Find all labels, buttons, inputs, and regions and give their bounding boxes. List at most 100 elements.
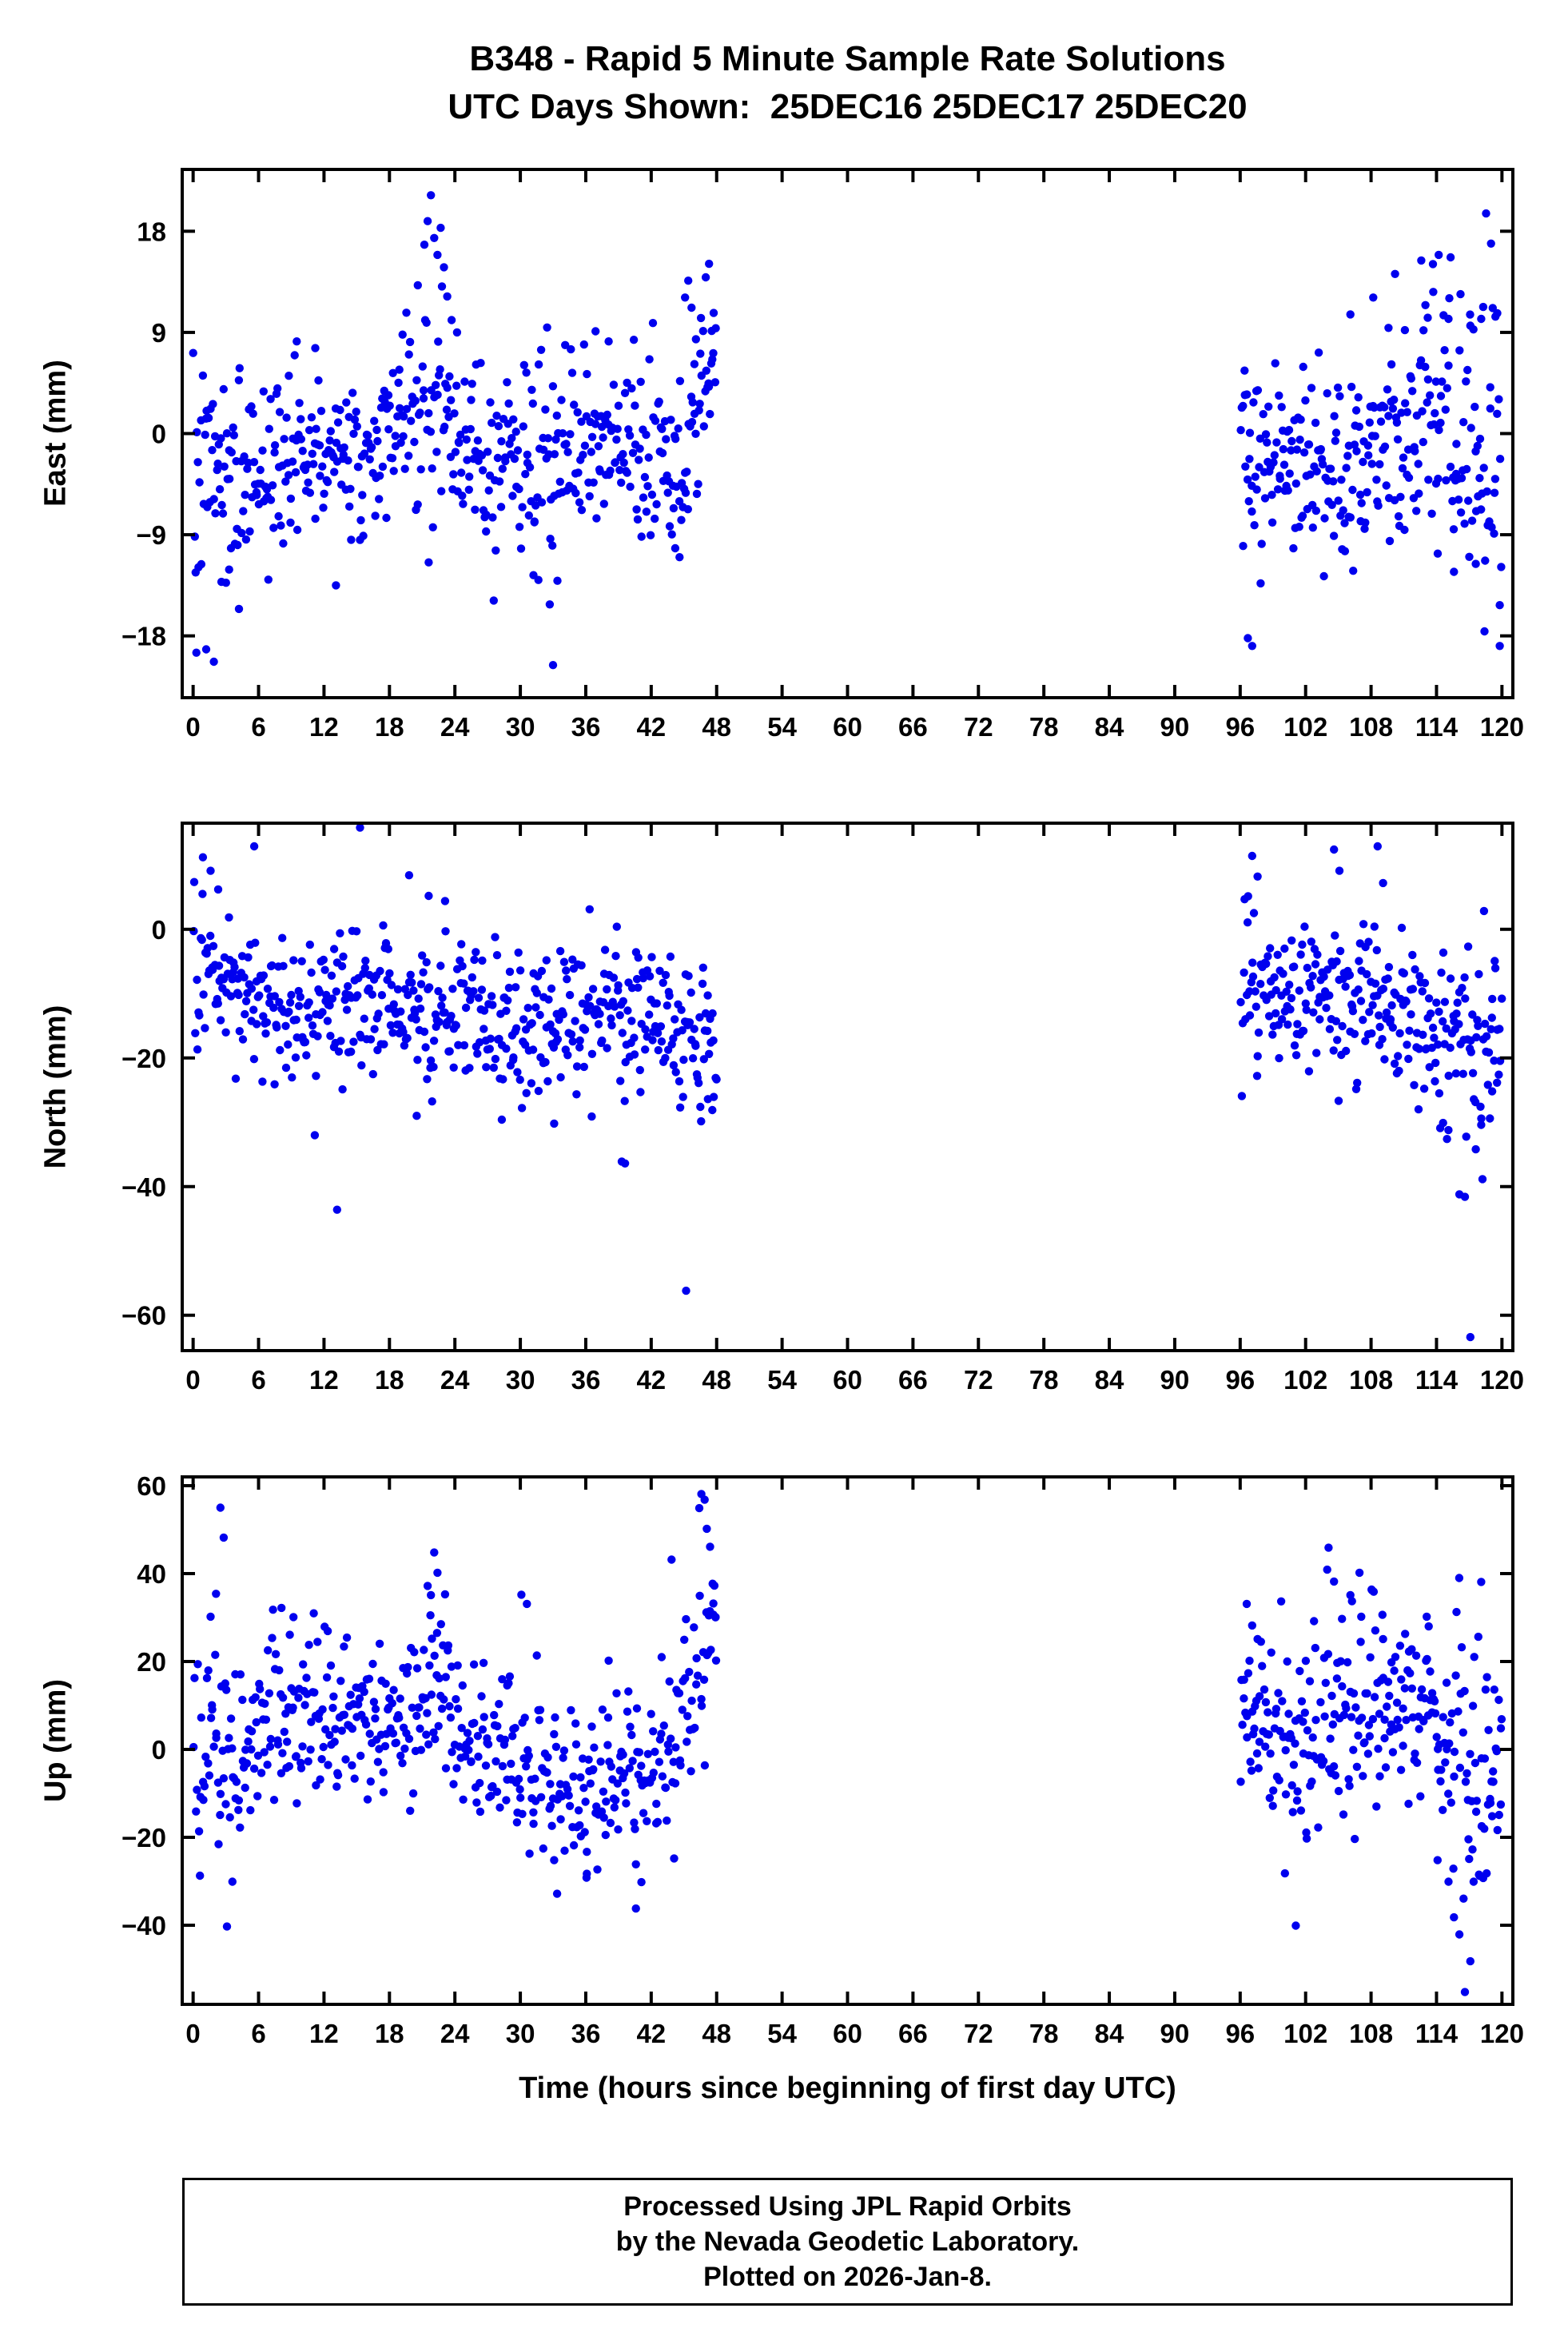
data-point: [504, 1679, 513, 1688]
data-point: [1468, 1069, 1478, 1077]
data-point: [1464, 1835, 1473, 1844]
data-point: [1378, 1035, 1387, 1044]
data-point: [1369, 293, 1378, 302]
data-point: [289, 1703, 297, 1712]
data-point: [229, 423, 237, 432]
data-point: [653, 1817, 663, 1826]
data-point: [1243, 1733, 1252, 1742]
svg-text:60: 60: [833, 1365, 862, 1395]
data-point: [347, 1047, 356, 1057]
up-tick-labels: 0 6 12 18 24 30 36 42 48 54 60 66 72 78 84 90 96 102 108 11…: [121, 1471, 1524, 2048]
data-point: [458, 1681, 467, 1690]
svg-text:84: 84: [1095, 712, 1124, 742]
data-point: [384, 425, 393, 434]
data-point: [647, 953, 656, 961]
data-point: [1257, 539, 1266, 548]
data-point: [235, 1027, 244, 1036]
data-point: [1482, 1868, 1491, 1878]
data-point: [476, 1778, 484, 1788]
data-point: [625, 1764, 634, 1773]
data-point: [1256, 579, 1265, 588]
data-point: [472, 1798, 481, 1807]
data-point: [1475, 474, 1484, 483]
data-point: [1346, 1590, 1355, 1600]
data-point: [236, 1823, 245, 1832]
data-point: [1442, 476, 1451, 485]
data-point: [473, 436, 483, 445]
data-point: [643, 1817, 651, 1825]
data-point: [226, 1714, 236, 1723]
data-point: [310, 1131, 320, 1140]
data-point: [1311, 1716, 1320, 1725]
svg-text:120: 120: [1480, 712, 1524, 742]
data-point: [400, 412, 408, 421]
data-point: [432, 380, 440, 389]
data-point: [1304, 1067, 1314, 1076]
data-point: [523, 1004, 532, 1013]
data-point: [613, 1779, 622, 1788]
data-point: [1280, 944, 1289, 953]
data-point: [292, 1752, 300, 1761]
data-point: [544, 995, 553, 1004]
data-point: [189, 348, 197, 357]
data-point: [611, 952, 620, 961]
data-point: [274, 511, 283, 521]
data-point: [1338, 1021, 1347, 1031]
data-point: [199, 1796, 208, 1805]
data-point: [575, 1043, 584, 1052]
svg-text:42: 42: [636, 2019, 666, 2048]
data-point: [360, 1687, 368, 1697]
title-line-2: UTC Days Shown: 25DEC16 25DEC17 25DEC20: [448, 87, 1248, 126]
data-point: [678, 1705, 686, 1714]
data-point: [416, 980, 426, 989]
data-point: [333, 1771, 343, 1780]
data-point: [1402, 1716, 1411, 1725]
data-point: [587, 432, 597, 441]
data-point: [464, 485, 473, 494]
data-point: [408, 1703, 416, 1712]
footer-line-3: Plotted on 2026-Jan-8.: [703, 2262, 992, 2292]
data-point: [412, 376, 421, 384]
data-point: [1316, 1697, 1325, 1707]
data-point: [196, 1871, 205, 1880]
data-point: [221, 1028, 230, 1037]
data-point: [1487, 1013, 1497, 1022]
data-point: [285, 1630, 294, 1639]
data-point: [410, 1648, 419, 1657]
data-point: [522, 1762, 531, 1771]
data-point: [583, 1848, 591, 1857]
data-point: [543, 1076, 552, 1086]
data-point: [1314, 348, 1323, 357]
data-point: [238, 1035, 248, 1044]
data-point: [657, 1653, 667, 1662]
data-point: [264, 575, 273, 584]
data-point: [399, 432, 408, 441]
data-point: [577, 506, 587, 515]
data-point: [441, 927, 450, 936]
data-point: [534, 1086, 543, 1096]
data-point: [1391, 269, 1399, 278]
data-point: [1462, 1132, 1470, 1141]
data-point: [1351, 1834, 1359, 1844]
data-point: [478, 466, 488, 475]
data-point: [517, 1590, 526, 1599]
data-point: [1463, 942, 1473, 951]
data-point: [1440, 346, 1449, 355]
data-point: [1447, 1798, 1456, 1807]
data-point: [472, 948, 480, 957]
data-point: [400, 1041, 409, 1050]
data-point: [433, 1568, 442, 1578]
data-point: [219, 384, 228, 394]
data-point: [283, 1737, 292, 1746]
svg-text:102: 102: [1283, 2019, 1327, 2048]
data-point: [1480, 1754, 1490, 1763]
data-point: [1460, 519, 1469, 528]
data-point: [1240, 1675, 1248, 1684]
data-point: [405, 337, 415, 347]
data-point: [706, 1646, 715, 1654]
data-point: [219, 1533, 229, 1542]
data-point: [1484, 1725, 1493, 1734]
data-point: [1360, 524, 1369, 533]
data-point: [498, 1675, 507, 1684]
data-point: [1331, 1017, 1341, 1025]
